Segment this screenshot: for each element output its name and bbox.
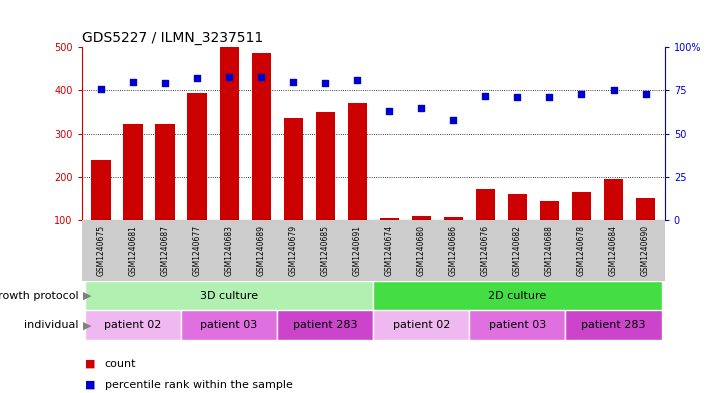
- Point: [351, 77, 363, 83]
- Bar: [188, 93, 207, 220]
- Text: GSM1240674: GSM1240674: [385, 225, 394, 276]
- Text: count: count: [105, 358, 136, 369]
- Bar: [220, 47, 239, 220]
- Bar: [373, 281, 661, 310]
- Text: GSM1240680: GSM1240680: [417, 225, 426, 276]
- Text: percentile rank within the sample: percentile rank within the sample: [105, 380, 292, 390]
- Bar: [156, 124, 175, 220]
- Point: [512, 94, 523, 101]
- Text: GSM1240686: GSM1240686: [449, 225, 458, 276]
- Bar: [508, 194, 527, 220]
- Text: growth protocol: growth protocol: [0, 291, 78, 301]
- Bar: [124, 124, 143, 220]
- Text: patient 283: patient 283: [582, 320, 646, 330]
- Bar: [284, 118, 303, 220]
- Text: GSM1240679: GSM1240679: [289, 225, 298, 276]
- Bar: [348, 103, 367, 220]
- Text: GDS5227 / ILMN_3237511: GDS5227 / ILMN_3237511: [82, 31, 263, 45]
- Point: [255, 73, 267, 80]
- Text: GSM1240681: GSM1240681: [129, 225, 137, 276]
- Bar: [444, 217, 463, 220]
- Point: [480, 92, 491, 99]
- Bar: [565, 310, 661, 340]
- Point: [159, 80, 171, 86]
- Point: [127, 79, 139, 85]
- Bar: [181, 310, 277, 340]
- Point: [287, 79, 299, 85]
- Point: [223, 73, 235, 80]
- Text: GSM1240689: GSM1240689: [257, 225, 266, 276]
- Point: [384, 108, 395, 114]
- Text: GSM1240683: GSM1240683: [225, 225, 234, 276]
- Text: ▶: ▶: [83, 291, 92, 301]
- Bar: [412, 216, 431, 220]
- Bar: [476, 189, 495, 220]
- Bar: [316, 112, 335, 220]
- Bar: [85, 310, 181, 340]
- Text: GSM1240684: GSM1240684: [609, 225, 618, 276]
- Point: [319, 80, 331, 86]
- Text: GSM1240687: GSM1240687: [161, 225, 169, 276]
- Point: [191, 75, 203, 81]
- Text: 3D culture: 3D culture: [200, 291, 258, 301]
- Text: patient 02: patient 02: [392, 320, 450, 330]
- Text: GSM1240690: GSM1240690: [641, 225, 650, 276]
- Point: [95, 86, 107, 92]
- Text: ■: ■: [85, 380, 96, 390]
- Bar: [469, 310, 565, 340]
- Text: ■: ■: [85, 358, 96, 369]
- Point: [416, 105, 427, 111]
- Bar: [85, 281, 373, 310]
- Text: GSM1240675: GSM1240675: [97, 225, 105, 276]
- Point: [544, 94, 555, 101]
- Text: patient 03: patient 03: [201, 320, 258, 330]
- Text: patient 03: patient 03: [488, 320, 546, 330]
- Text: GSM1240676: GSM1240676: [481, 225, 490, 276]
- Point: [640, 91, 651, 97]
- Text: GSM1240691: GSM1240691: [353, 225, 362, 276]
- Text: patient 283: patient 283: [293, 320, 358, 330]
- Bar: [373, 310, 469, 340]
- Bar: [252, 53, 271, 220]
- Text: GSM1240688: GSM1240688: [545, 225, 554, 276]
- Bar: [277, 310, 373, 340]
- Bar: [540, 200, 559, 220]
- Text: GSM1240678: GSM1240678: [577, 225, 586, 276]
- Point: [448, 117, 459, 123]
- Text: GSM1240677: GSM1240677: [193, 225, 202, 276]
- Bar: [92, 160, 111, 220]
- Text: 2D culture: 2D culture: [488, 291, 547, 301]
- Text: individual: individual: [23, 320, 78, 330]
- Bar: [380, 218, 399, 220]
- Point: [608, 87, 619, 94]
- Bar: [604, 179, 623, 220]
- Text: GSM1240682: GSM1240682: [513, 225, 522, 276]
- Text: patient 02: patient 02: [105, 320, 161, 330]
- Point: [576, 91, 587, 97]
- Bar: [636, 198, 655, 220]
- Text: ▶: ▶: [83, 320, 92, 330]
- Bar: [572, 192, 591, 220]
- Text: GSM1240685: GSM1240685: [321, 225, 330, 276]
